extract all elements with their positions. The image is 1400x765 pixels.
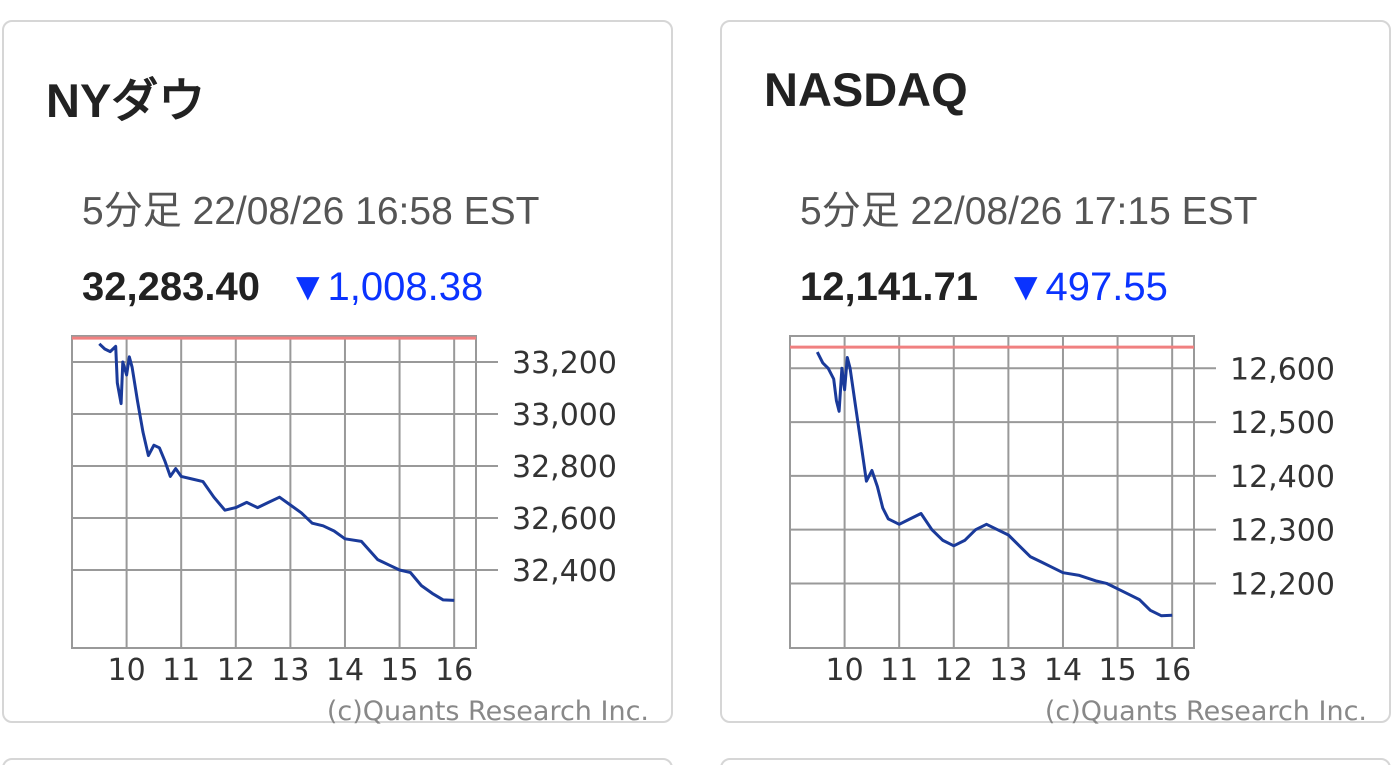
current-price: 32,283.40 [82, 265, 260, 309]
x-tick-label: 16 [435, 653, 473, 688]
x-tick-label: 13 [989, 653, 1027, 688]
index-card-dow: NYダウ 5分足 22/08/26 16:58 EST 32,283.40 ▼1,… [2, 20, 673, 727]
copyright-text: (c)Quants Research Inc. [1045, 696, 1367, 727]
x-tick-label: 12 [935, 653, 973, 688]
x-tick-label: 11 [162, 653, 200, 688]
x-tick-label: 11 [880, 653, 918, 688]
y-tick-label: 32,400 [512, 554, 617, 589]
dow-intraday-chart[interactable]: 10 11 12 13 14 15 16 32,400 32,600 32,800 33,000 33… [4, 322, 671, 737]
y-tick-label: 12,400 [1230, 460, 1335, 495]
index-card-nasdaq: NASDAQ 5分足 22/08/26 17:15 EST 12,141.71 ▼… [720, 20, 1391, 727]
price-change: ▼1,008.38 [287, 265, 484, 309]
y-tick-label: 12,500 [1230, 406, 1335, 441]
x-tick-label: 10 [826, 653, 864, 688]
next-card-right [720, 758, 1391, 765]
nasdaq-intraday-chart[interactable]: 10 11 12 13 14 15 16 12,200 12,300 12,400 12,500 12… [722, 322, 1389, 737]
x-tick-label: 16 [1153, 653, 1191, 688]
price-series-line [98, 342, 455, 602]
card-title: NASDAQ [764, 63, 968, 116]
x-tick-label: 14 [326, 653, 364, 688]
y-tick-label: 32,800 [512, 450, 617, 485]
y-tick-label: 33,200 [512, 346, 617, 381]
card-subtitle: 5分足 22/08/26 16:58 EST [82, 190, 540, 233]
y-tick-label: 33,000 [512, 398, 617, 433]
price-row: 32,283.40 ▼1,008.38 [82, 265, 483, 310]
plot-frame [71, 335, 477, 649]
card-title: NYダウ [46, 74, 206, 127]
y-tick-label: 12,600 [1230, 352, 1335, 387]
card-subtitle: 5分足 22/08/26 17:15 EST [800, 190, 1258, 233]
current-price: 12,141.71 [800, 265, 978, 309]
x-tick-label: 15 [380, 653, 418, 688]
price-series-line [815, 351, 1173, 618]
y-tick-label: 32,600 [512, 502, 617, 537]
x-tick-label: 14 [1044, 653, 1082, 688]
price-change: ▼497.55 [1005, 265, 1168, 309]
x-tick-label: 13 [271, 653, 309, 688]
x-tick-label: 15 [1098, 653, 1136, 688]
price-row: 12,141.71 ▼497.55 [800, 265, 1168, 310]
x-tick-label: 10 [108, 653, 146, 688]
x-tick-label: 12 [217, 653, 255, 688]
copyright-text: (c)Quants Research Inc. [327, 696, 649, 727]
y-tick-label: 12,200 [1230, 567, 1335, 602]
plot-frame [789, 335, 1195, 649]
next-card-left [2, 758, 673, 765]
y-tick-label: 12,300 [1230, 514, 1335, 549]
